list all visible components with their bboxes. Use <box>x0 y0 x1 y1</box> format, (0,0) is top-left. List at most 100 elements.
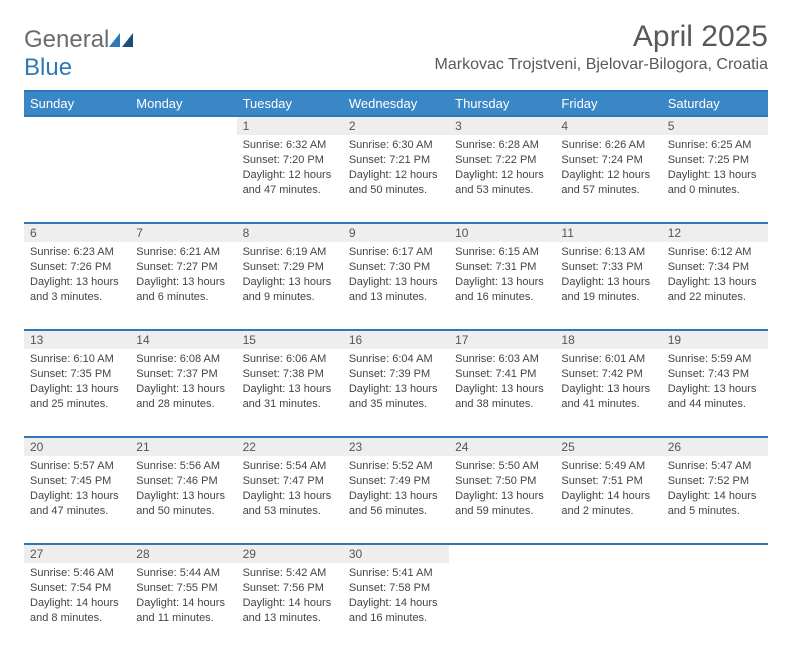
day-body-cell: Sunrise: 6:19 AMSunset: 7:29 PMDaylight:… <box>237 242 343 330</box>
day-body-cell: Sunrise: 6:06 AMSunset: 7:38 PMDaylight:… <box>237 349 343 437</box>
daylight-text: Daylight: 13 hours and 59 minutes. <box>455 489 549 519</box>
sunset-text: Sunset: 7:24 PM <box>561 153 655 168</box>
sunset-text: Sunset: 7:38 PM <box>243 367 337 382</box>
day-body-row: Sunrise: 6:10 AMSunset: 7:35 PMDaylight:… <box>24 349 768 437</box>
daylight-text: Daylight: 14 hours and 5 minutes. <box>668 489 762 519</box>
weekday-header: Thursday <box>449 91 555 116</box>
day-body-row: Sunrise: 6:23 AMSunset: 7:26 PMDaylight:… <box>24 242 768 330</box>
day-number-row: 6789101112 <box>24 223 768 242</box>
weekday-header-row: SundayMondayTuesdayWednesdayThursdayFrid… <box>24 91 768 116</box>
sunrise-text: Sunrise: 6:13 AM <box>561 245 655 260</box>
day-body-cell: Sunrise: 6:01 AMSunset: 7:42 PMDaylight:… <box>555 349 661 437</box>
sunset-text: Sunset: 7:41 PM <box>455 367 549 382</box>
day-number-cell: 26 <box>662 437 768 456</box>
weekday-header: Wednesday <box>343 91 449 116</box>
daylight-text: Daylight: 14 hours and 11 minutes. <box>136 596 230 626</box>
day-body-cell: Sunrise: 6:32 AMSunset: 7:20 PMDaylight:… <box>237 135 343 223</box>
daylight-text: Daylight: 12 hours and 50 minutes. <box>349 168 443 198</box>
sunrise-text: Sunrise: 6:30 AM <box>349 138 443 153</box>
sunset-text: Sunset: 7:29 PM <box>243 260 337 275</box>
sunrise-text: Sunrise: 6:32 AM <box>243 138 337 153</box>
day-number-row: 27282930 <box>24 544 768 563</box>
day-number-cell: 14 <box>130 330 236 349</box>
day-body-cell: Sunrise: 6:03 AMSunset: 7:41 PMDaylight:… <box>449 349 555 437</box>
day-body-cell: Sunrise: 6:15 AMSunset: 7:31 PMDaylight:… <box>449 242 555 330</box>
day-number-cell: 10 <box>449 223 555 242</box>
day-body-row: Sunrise: 5:57 AMSunset: 7:45 PMDaylight:… <box>24 456 768 544</box>
sunset-text: Sunset: 7:27 PM <box>136 260 230 275</box>
day-number-cell <box>449 544 555 563</box>
day-body-cell <box>24 135 130 223</box>
weekday-header: Friday <box>555 91 661 116</box>
sunrise-text: Sunrise: 6:25 AM <box>668 138 762 153</box>
sunrise-text: Sunrise: 5:52 AM <box>349 459 443 474</box>
daylight-text: Daylight: 13 hours and 13 minutes. <box>349 275 443 305</box>
day-body-cell: Sunrise: 5:46 AMSunset: 7:54 PMDaylight:… <box>24 563 130 651</box>
day-body-cell: Sunrise: 6:04 AMSunset: 7:39 PMDaylight:… <box>343 349 449 437</box>
day-body-cell: Sunrise: 5:50 AMSunset: 7:50 PMDaylight:… <box>449 456 555 544</box>
day-number-cell <box>24 116 130 135</box>
sunset-text: Sunset: 7:30 PM <box>349 260 443 275</box>
day-number-cell: 7 <box>130 223 236 242</box>
day-body-cell: Sunrise: 6:10 AMSunset: 7:35 PMDaylight:… <box>24 349 130 437</box>
day-body-row: Sunrise: 5:46 AMSunset: 7:54 PMDaylight:… <box>24 563 768 651</box>
sunrise-text: Sunrise: 5:47 AM <box>668 459 762 474</box>
daylight-text: Daylight: 13 hours and 41 minutes. <box>561 382 655 412</box>
sunset-text: Sunset: 7:21 PM <box>349 153 443 168</box>
day-body-cell: Sunrise: 6:21 AMSunset: 7:27 PMDaylight:… <box>130 242 236 330</box>
header: General Blue April 2025 Markovac Trojstv… <box>24 20 768 82</box>
day-number-cell: 29 <box>237 544 343 563</box>
day-body-cell: Sunrise: 6:17 AMSunset: 7:30 PMDaylight:… <box>343 242 449 330</box>
day-body-cell: Sunrise: 5:52 AMSunset: 7:49 PMDaylight:… <box>343 456 449 544</box>
day-body-cell <box>130 135 236 223</box>
daylight-text: Daylight: 14 hours and 16 minutes. <box>349 596 443 626</box>
sunset-text: Sunset: 7:56 PM <box>243 581 337 596</box>
day-number-cell: 8 <box>237 223 343 242</box>
sunrise-text: Sunrise: 6:19 AM <box>243 245 337 260</box>
sunrise-text: Sunrise: 5:59 AM <box>668 352 762 367</box>
daylight-text: Daylight: 13 hours and 16 minutes. <box>455 275 549 305</box>
daylight-text: Daylight: 13 hours and 38 minutes. <box>455 382 549 412</box>
sunrise-text: Sunrise: 6:10 AM <box>30 352 124 367</box>
sunrise-text: Sunrise: 5:46 AM <box>30 566 124 581</box>
sunset-text: Sunset: 7:43 PM <box>668 367 762 382</box>
calendar-table: SundayMondayTuesdayWednesdayThursdayFrid… <box>24 90 768 651</box>
page-subtitle: Markovac Trojstveni, Bjelovar-Bilogora, … <box>435 56 768 74</box>
sunset-text: Sunset: 7:49 PM <box>349 474 443 489</box>
day-number-cell: 28 <box>130 544 236 563</box>
day-body-cell: Sunrise: 5:57 AMSunset: 7:45 PMDaylight:… <box>24 456 130 544</box>
day-number-cell: 25 <box>555 437 661 456</box>
sunset-text: Sunset: 7:22 PM <box>455 153 549 168</box>
day-body-cell: Sunrise: 5:47 AMSunset: 7:52 PMDaylight:… <box>662 456 768 544</box>
day-number-cell <box>130 116 236 135</box>
daylight-text: Daylight: 13 hours and 47 minutes. <box>30 489 124 519</box>
sunset-text: Sunset: 7:31 PM <box>455 260 549 275</box>
sunrise-text: Sunrise: 6:12 AM <box>668 245 762 260</box>
sunrise-text: Sunrise: 5:56 AM <box>136 459 230 474</box>
sunrise-text: Sunrise: 5:54 AM <box>243 459 337 474</box>
day-body-cell: Sunrise: 6:12 AMSunset: 7:34 PMDaylight:… <box>662 242 768 330</box>
day-body-cell: Sunrise: 5:54 AMSunset: 7:47 PMDaylight:… <box>237 456 343 544</box>
day-body-cell: Sunrise: 5:44 AMSunset: 7:55 PMDaylight:… <box>130 563 236 651</box>
daylight-text: Daylight: 12 hours and 47 minutes. <box>243 168 337 198</box>
sunset-text: Sunset: 7:52 PM <box>668 474 762 489</box>
sunset-text: Sunset: 7:58 PM <box>349 581 443 596</box>
day-body-cell: Sunrise: 5:41 AMSunset: 7:58 PMDaylight:… <box>343 563 449 651</box>
day-body-cell: Sunrise: 6:13 AMSunset: 7:33 PMDaylight:… <box>555 242 661 330</box>
sunrise-text: Sunrise: 5:50 AM <box>455 459 549 474</box>
page-title: April 2025 <box>435 20 768 54</box>
day-body-cell: Sunrise: 6:30 AMSunset: 7:21 PMDaylight:… <box>343 135 449 223</box>
sunset-text: Sunset: 7:51 PM <box>561 474 655 489</box>
sunrise-text: Sunrise: 6:17 AM <box>349 245 443 260</box>
daylight-text: Daylight: 14 hours and 2 minutes. <box>561 489 655 519</box>
day-body-cell <box>555 563 661 651</box>
day-number-cell: 24 <box>449 437 555 456</box>
day-body-row: Sunrise: 6:32 AMSunset: 7:20 PMDaylight:… <box>24 135 768 223</box>
sunrise-text: Sunrise: 6:28 AM <box>455 138 549 153</box>
daylight-text: Daylight: 13 hours and 22 minutes. <box>668 275 762 305</box>
daylight-text: Daylight: 13 hours and 19 minutes. <box>561 275 655 305</box>
day-number-cell: 6 <box>24 223 130 242</box>
day-number-cell: 5 <box>662 116 768 135</box>
brand-name: General Blue <box>24 26 133 82</box>
sunset-text: Sunset: 7:20 PM <box>243 153 337 168</box>
